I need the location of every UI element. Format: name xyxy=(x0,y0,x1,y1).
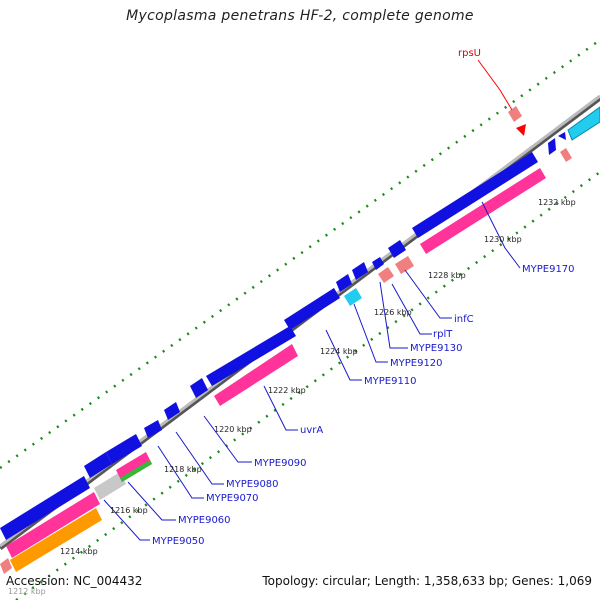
gene-block[interactable] xyxy=(214,344,298,406)
gene-block[interactable] xyxy=(284,288,340,330)
gene-block[interactable] xyxy=(144,420,162,438)
gene-block[interactable] xyxy=(0,476,90,540)
gene-block[interactable] xyxy=(94,472,126,500)
callout-line xyxy=(379,281,408,349)
gene-label-infC[interactable]: infC xyxy=(454,314,474,325)
gene-block[interactable] xyxy=(395,256,414,274)
gene-label-mype9110[interactable]: MYPE9110 xyxy=(364,376,417,387)
inner-guide-line xyxy=(14,170,600,600)
gene-block[interactable] xyxy=(508,106,522,122)
gene-label-mype9060[interactable]: MYPE9060 xyxy=(178,515,231,526)
callout-line xyxy=(481,201,521,269)
callout-line xyxy=(477,59,513,111)
gene-label-mype9090[interactable]: MYPE9090 xyxy=(254,458,307,469)
tick-label: 1220 kbp xyxy=(214,425,252,434)
gene-block[interactable] xyxy=(558,132,566,140)
gene-block[interactable] xyxy=(206,326,296,386)
callout-lines xyxy=(103,59,521,541)
gene-block[interactable] xyxy=(120,460,152,482)
gene-track xyxy=(0,106,600,574)
gene-block[interactable] xyxy=(412,152,538,238)
tick-label: 1224 kbp xyxy=(320,347,358,356)
tick-label: 1212 kbp xyxy=(8,587,46,596)
callout-line xyxy=(391,283,432,335)
gene-block[interactable] xyxy=(106,434,142,464)
tick-labels: 1212 kbp 1214 kbp 1216 kbp 1218 kbp 1220… xyxy=(8,198,576,596)
callout-line xyxy=(157,445,204,499)
callout-line xyxy=(127,481,176,521)
callout-line xyxy=(325,329,362,381)
tick-label: 1232 kbp xyxy=(538,198,576,207)
gene-block[interactable] xyxy=(567,106,600,141)
callout-line xyxy=(263,385,298,431)
gene-label-mype9130[interactable]: MYPE9130 xyxy=(410,343,463,354)
tick-label: 1218 kbp xyxy=(164,465,202,474)
tick-label: 1222 kbp xyxy=(268,386,306,395)
gene-label-mype9070[interactable]: MYPE9070 xyxy=(206,493,259,504)
gene-block[interactable] xyxy=(336,274,352,292)
gene-block[interactable] xyxy=(116,452,152,482)
gene-label-uvrA[interactable]: uvrA xyxy=(300,425,323,436)
accession-text: Accession: NC_004432 xyxy=(6,574,143,588)
gene-label-mype9050[interactable]: MYPE9050 xyxy=(152,536,205,547)
gene-block[interactable] xyxy=(190,378,208,398)
tick-label: 1228 kbp xyxy=(428,271,466,280)
map-title: Mycoplasma penetrans HF-2, complete geno… xyxy=(126,8,474,24)
gene-block[interactable] xyxy=(388,240,406,258)
gene-block[interactable] xyxy=(10,508,102,572)
gene-labels: rpsU MYPE9170 infC rplT MYPE9130 MYPE912… xyxy=(152,48,575,547)
gene-label-mype9080[interactable]: MYPE9080 xyxy=(226,479,279,490)
gene-label-rpsU[interactable]: rpsU xyxy=(458,48,481,59)
gene-highlight-arrow[interactable] xyxy=(516,124,526,136)
gene-block[interactable] xyxy=(6,492,100,558)
callout-line xyxy=(404,269,452,319)
gene-block[interactable] xyxy=(560,148,572,162)
gene-block[interactable] xyxy=(378,267,394,283)
callout-line xyxy=(103,499,150,541)
callout-line xyxy=(353,303,388,363)
tick-label: 1216 kbp xyxy=(110,506,148,515)
gene-block[interactable] xyxy=(84,452,112,478)
genome-summary-text: Topology: circular; Length: 1,358,633 bp… xyxy=(262,574,592,588)
gene-block[interactable] xyxy=(548,138,556,155)
gene-label-rplT[interactable]: rplT xyxy=(433,329,453,340)
tick-label: 1214 kbp xyxy=(60,547,98,556)
tick-label: 1226 kbp xyxy=(374,308,412,317)
gene-block[interactable] xyxy=(372,257,384,270)
gene-block[interactable] xyxy=(0,558,12,574)
gene-block[interactable] xyxy=(420,168,546,254)
callout-line xyxy=(203,415,252,463)
gene-block[interactable] xyxy=(352,262,368,280)
gene-label-mype9170[interactable]: MYPE9170 xyxy=(522,264,575,275)
gene-block[interactable] xyxy=(164,402,180,420)
gene-block[interactable] xyxy=(344,288,362,306)
callout-line xyxy=(175,431,224,485)
tick-label: 1230 kbp xyxy=(484,235,522,244)
gene-label-mype9120[interactable]: MYPE9120 xyxy=(390,358,443,369)
